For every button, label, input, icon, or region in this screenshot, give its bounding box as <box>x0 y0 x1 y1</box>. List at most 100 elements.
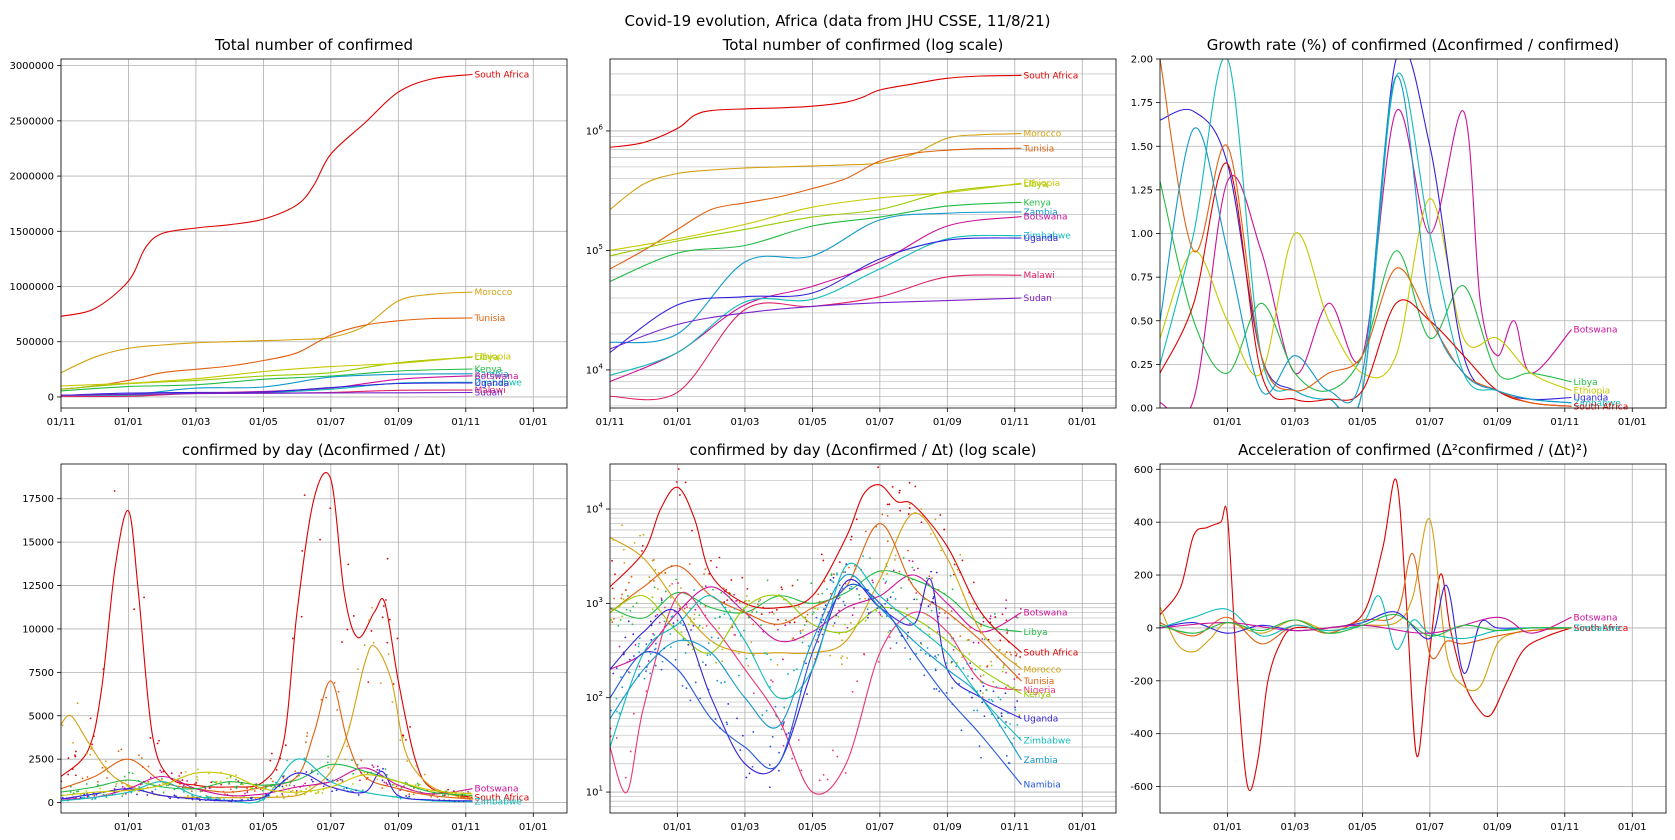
data-point <box>943 528 946 531</box>
data-point <box>801 629 804 632</box>
data-point <box>399 797 402 800</box>
data-point <box>96 780 99 783</box>
data-point <box>391 701 394 703</box>
series-end-label: Sudan <box>1024 294 1052 304</box>
data-point <box>722 587 725 590</box>
data-point <box>805 620 808 623</box>
data-point <box>320 698 323 701</box>
data-point <box>798 605 800 608</box>
data-point <box>840 657 843 659</box>
data-point <box>747 616 750 619</box>
data-point <box>304 782 307 785</box>
data-point <box>972 602 974 605</box>
data-point <box>621 686 624 689</box>
data-point <box>950 637 953 640</box>
data-point <box>663 647 666 650</box>
data-point <box>1001 670 1004 673</box>
data-point <box>885 580 888 583</box>
data-point <box>677 582 679 584</box>
series-line-uganda <box>61 770 473 802</box>
data-point <box>283 797 285 800</box>
data-point <box>382 767 384 770</box>
data-point <box>887 631 890 634</box>
data-point <box>752 608 755 611</box>
data-point <box>149 737 152 739</box>
y-tick-label: 2500 <box>29 755 54 766</box>
data-point <box>822 619 825 621</box>
data-point <box>831 579 833 582</box>
data-point <box>670 596 672 599</box>
data-point <box>67 773 70 776</box>
data-point <box>77 790 80 793</box>
data-point <box>669 646 672 648</box>
data-point <box>615 667 618 669</box>
data-point <box>460 790 463 793</box>
data-point <box>181 786 184 789</box>
data-point <box>689 699 692 702</box>
data-point <box>360 759 363 762</box>
data-point <box>182 790 185 793</box>
data-point <box>151 791 154 793</box>
data-point <box>991 700 994 703</box>
data-point <box>933 688 936 690</box>
data-point <box>915 652 918 655</box>
data-point <box>187 795 189 797</box>
data-point <box>946 617 949 619</box>
data-point <box>764 652 767 654</box>
series-line-libya <box>1160 181 1572 392</box>
data-point <box>713 641 716 644</box>
data-point <box>651 559 654 562</box>
data-point <box>949 633 952 636</box>
data-point <box>859 597 861 600</box>
x-tick-label: 01/05 <box>1348 417 1377 428</box>
data-point <box>919 641 922 644</box>
data-point <box>386 783 389 786</box>
y-tick-label: 104 <box>586 362 604 376</box>
data-point <box>305 788 308 790</box>
data-point <box>675 578 678 581</box>
series-line-tunisia <box>610 147 1022 270</box>
data-point <box>633 655 635 657</box>
data-point <box>871 579 874 582</box>
data-point <box>934 518 937 521</box>
data-point <box>979 675 982 678</box>
plot-area <box>610 466 1022 795</box>
data-point <box>980 623 982 626</box>
data-point <box>728 591 731 594</box>
data-point <box>86 776 89 778</box>
data-point <box>917 567 919 570</box>
data-point <box>360 771 362 774</box>
data-point <box>610 735 612 738</box>
x-tick-label: 01/11 <box>1550 822 1579 833</box>
data-point <box>638 642 640 645</box>
data-point <box>332 393 334 395</box>
data-point <box>621 524 623 527</box>
data-point <box>878 606 881 609</box>
data-point <box>768 764 771 766</box>
data-point <box>720 591 723 594</box>
x-tick-label: 01/09 <box>1483 417 1512 428</box>
data-point <box>355 789 357 792</box>
data-point <box>944 612 946 615</box>
data-point <box>288 784 291 787</box>
x-tick-label: 01/11 <box>1000 417 1029 428</box>
series-end-label: Kenya <box>475 365 503 375</box>
data-point <box>826 588 828 591</box>
data-point <box>932 601 935 604</box>
data-point <box>844 623 846 626</box>
data-point <box>363 644 366 647</box>
data-point <box>690 620 692 623</box>
data-point <box>74 750 77 753</box>
data-point <box>284 744 287 747</box>
data-point <box>131 772 134 775</box>
data-point <box>104 760 107 763</box>
data-point <box>300 615 303 618</box>
data-point <box>867 612 870 615</box>
data-point <box>979 680 982 683</box>
data-point <box>61 796 64 799</box>
x-tick-label: 01/01 <box>1213 822 1242 833</box>
data-point <box>717 637 720 640</box>
series-end-label: Libya <box>1574 378 1598 388</box>
data-point <box>699 603 702 605</box>
data-point <box>115 783 118 785</box>
